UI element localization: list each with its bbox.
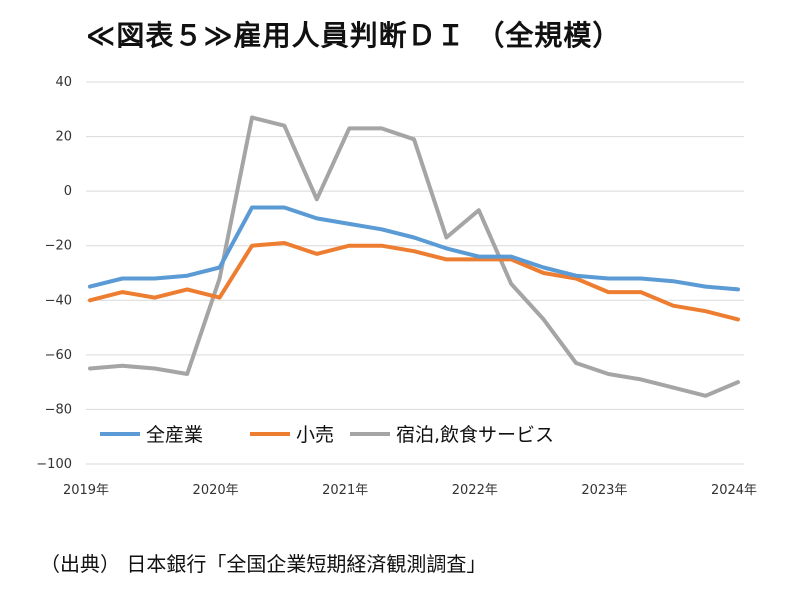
legend-label: 宿泊,飲食サービス — [396, 424, 554, 446]
series-line — [88, 115, 740, 398]
x-tick-label: 2022年 — [452, 483, 498, 498]
legend-label: 全産業 — [146, 424, 203, 446]
series-1 — [88, 241, 740, 322]
legend-label: 小売 — [296, 424, 334, 446]
x-tick-label: 2023年 — [581, 483, 627, 498]
y-tick-label: −60 — [45, 348, 72, 363]
y-tick-label: 40 — [55, 75, 72, 90]
series-0 — [88, 205, 740, 292]
y-tick-label: −20 — [45, 239, 72, 254]
x-tick-label: 2019年 — [63, 483, 109, 498]
gridlines — [86, 81, 744, 465]
legend-item: 小売 — [250, 424, 334, 446]
legend: 全産業 小売 宿泊,飲食サービス — [100, 424, 554, 446]
x-tick-label: 2020年 — [193, 483, 239, 498]
y-axis-ticks: 40 20 0 −20 −40 −60 −80 −100 — [36, 75, 72, 472]
y-tick-label: −80 — [45, 402, 72, 417]
series-lines — [88, 115, 740, 398]
source-note: （出典） 日本銀行「全国企業短期経済観測調査」 — [40, 552, 487, 576]
series-2 — [88, 115, 740, 398]
legend-item: 宿泊,飲食サービス — [350, 424, 554, 446]
y-tick-label: 0 — [64, 184, 72, 199]
legend-item: 全産業 — [100, 424, 203, 446]
series-line — [88, 205, 740, 292]
x-tick-label: 2024年 — [711, 483, 757, 498]
x-axis-ticks: 2019年 2020年 2021年 2022年 2023年 2024年 — [63, 483, 757, 498]
y-tick-label: 20 — [55, 130, 72, 145]
y-tick-label: −40 — [45, 293, 72, 308]
series-line — [88, 241, 740, 322]
y-tick-label: −100 — [36, 457, 72, 472]
x-tick-label: 2021年 — [322, 483, 368, 498]
chart-title: ≪図表５≫雇用人員判断ＤＩ （全規模） — [86, 19, 622, 52]
